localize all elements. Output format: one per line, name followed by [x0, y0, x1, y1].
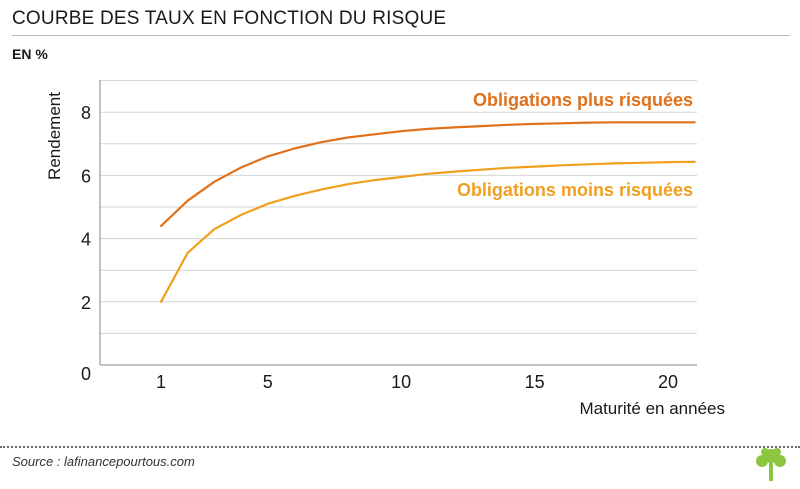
unit-label: EN % — [12, 46, 48, 62]
y-tick-labels: 0 2 4 6 8 — [81, 103, 91, 384]
x-axis-label: Maturité en années — [579, 399, 725, 418]
source-note: Source : lafinancepourtous.com — [12, 454, 195, 469]
chart-title: COURBE DES TAUX EN FONCTION DU RISQUE — [12, 8, 447, 29]
series-lines — [159, 121, 696, 303]
title-divider — [12, 35, 790, 36]
x-tick-label: 15 — [525, 372, 545, 392]
series-line-2 — [159, 160, 696, 303]
x-tick-label: 5 — [263, 372, 273, 392]
x-tick-labels: 1 5 10 15 20 — [156, 372, 678, 392]
series-line-1 — [159, 121, 696, 228]
y-tick-label: 6 — [81, 166, 91, 186]
tree-icon — [756, 448, 786, 481]
x-tick-label: 10 — [391, 372, 411, 392]
series-labels: Obligations plus risquées Obligations moi… — [457, 90, 693, 200]
series-label-2: Obligations moins risquées — [457, 180, 693, 200]
x-tick-label: 1 — [156, 372, 166, 392]
y-tick-label: 2 — [81, 293, 91, 313]
grid-lines — [99, 80, 697, 366]
series-label-1: Obligations plus risquées — [473, 90, 693, 110]
y-tick-label: 0 — [81, 364, 91, 384]
x-tick-label: 20 — [658, 372, 678, 392]
y-tick-label: 4 — [81, 230, 91, 250]
footer-divider — [0, 446, 800, 448]
y-tick-label: 8 — [81, 103, 91, 123]
y-axis-label: Rendement — [45, 92, 64, 180]
